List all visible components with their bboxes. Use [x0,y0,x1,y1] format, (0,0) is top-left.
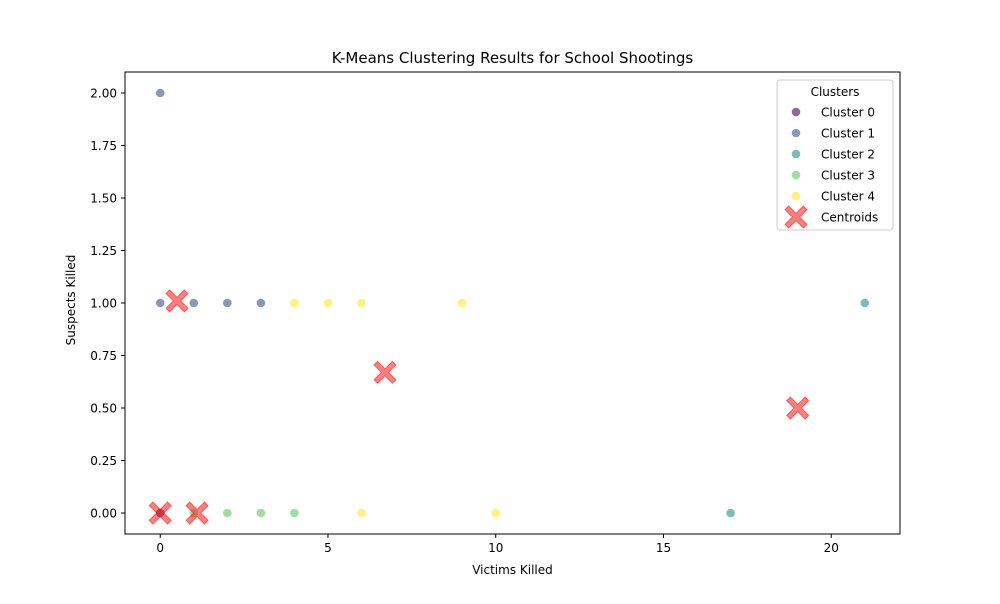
cluster-1-point-2 [189,298,199,308]
legend-box [776,79,894,231]
cluster-2-point-1 [860,298,870,308]
x-tick-label-3: 15 [656,541,671,555]
cluster-4-point-1 [323,298,333,308]
y-tick-label-6: 1.50 [90,192,117,206]
centroid-4 [785,396,810,420]
cluster-1-point-0 [155,88,165,98]
cluster-2-point-0 [726,508,735,518]
centroid-0 [148,501,172,525]
legend-marker-cluster-2 [791,149,801,159]
y-tick-label-1: 0.25 [90,454,117,468]
legend-label-cluster-1: Cluster 1 [821,127,875,141]
x-tick-label-4: 20 [824,541,839,555]
x-tick-label-0: 0 [156,541,164,555]
cluster-4-point-4 [357,508,366,518]
x-axis-label: Victims Killed [472,563,553,577]
legend: Clusters Cluster 0 Cluster 1 Cluster 2 Clust… [776,79,894,231]
legend-marker-centroids [784,205,808,229]
y-tick-label-2: 0.50 [90,402,117,416]
cluster-1-point-1 [155,298,165,308]
legend-marker-cluster-4 [791,191,801,201]
centroid-3 [373,360,397,385]
cluster-3-point-3 [290,508,299,518]
cluster-4-point-0 [290,298,299,308]
plot-area: 0 5 10 15 20 0.00 0.25 0.50 0.75 1.00 1.25 1.50 1.75… [90,71,901,555]
legend-marker-cluster-3 [791,170,801,180]
cluster-4-point-5 [491,508,501,518]
legend-label-centroids: Centroids [821,211,878,225]
centroid-1 [185,501,209,525]
y-tick-label-8: 2.00 [90,87,117,101]
y-tick-label-5: 1.25 [90,244,117,258]
y-tick-label-7: 1.75 [90,139,117,153]
legend-label-cluster-0: Cluster 0 [821,106,875,120]
centroid-2 [165,289,189,313]
x-tick-label-2: 10 [488,541,503,555]
cluster-3-point-2 [256,508,266,518]
x-tick-label-1: 5 [324,541,332,555]
y-tick-label-4: 1.00 [90,297,117,311]
cluster-4-point-3 [457,298,467,308]
y-tick-label-0: 0.00 [90,507,117,521]
chart-title: K-Means Clustering Results for School Sh… [332,49,694,67]
legend-label-cluster-3: Cluster 3 [821,169,875,183]
legend-label-cluster-2: Cluster 2 [821,148,875,162]
cluster-3-point-1 [223,508,232,518]
cluster-4-point-2 [357,298,366,308]
legend-label-cluster-4: Cluster 4 [821,190,875,204]
y-axis-label: Suspects Killed [64,255,78,346]
legend-title: Clusters [811,85,860,99]
cluster-1-point-4 [256,298,266,308]
y-tick-label-3: 0.75 [90,349,117,363]
legend-marker-cluster-1 [791,128,801,138]
legend-marker-cluster-0 [791,107,801,117]
cluster-1-point-3 [223,298,232,308]
